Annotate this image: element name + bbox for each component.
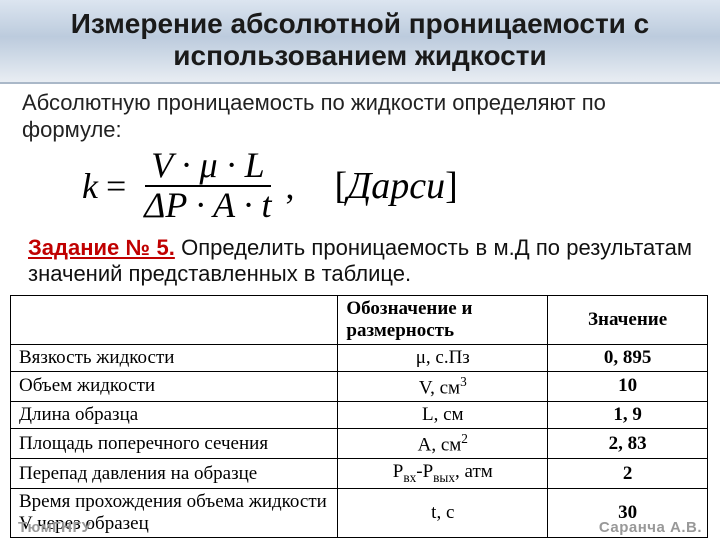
cell-value: 0, 895 xyxy=(548,344,708,371)
task-label: Задание № 5. xyxy=(28,235,175,260)
table-row: Длина образца L, см 1, 9 xyxy=(11,401,708,428)
cell-param: Перепад давления на образце xyxy=(11,459,338,489)
table-row: Объем жидкости V, см3 10 xyxy=(11,371,708,401)
cell-value: 2, 83 xyxy=(548,428,708,458)
intro-text: Абсолютную проницаемость по жидкости опр… xyxy=(0,84,720,145)
cell-value: 2 xyxy=(548,459,708,489)
header-param xyxy=(11,295,338,344)
cell-value: 10 xyxy=(548,371,708,401)
table-row: Площадь поперечного сечения A, см2 2, 83 xyxy=(11,428,708,458)
unit-bracket: [Дарси] xyxy=(334,164,457,208)
denominator: ΔP · A · t xyxy=(138,187,277,225)
fraction: V · μ · L ΔP · A · t xyxy=(138,147,277,225)
cell-param: Вязкость жидкости xyxy=(11,344,338,371)
header-value: Значение xyxy=(548,295,708,344)
slide: Измерение абсолютной проницаемости с исп… xyxy=(0,0,720,540)
numerator: V · μ · L xyxy=(145,147,270,187)
formula-lhs: k xyxy=(82,165,98,207)
cell-param: Длина образца xyxy=(11,401,338,428)
task-block: Задание № 5. Определить проницаемость в … xyxy=(0,231,720,293)
cell-value: 1, 9 xyxy=(548,401,708,428)
title-band: Измерение абсолютной проницаемости с исп… xyxy=(0,0,720,84)
footer-left: ТюмГНГУ xyxy=(18,519,91,536)
header-symbol: Обозначение и размерность xyxy=(338,295,548,344)
table-row: Перепад давления на образце Pвх-Pвых, ат… xyxy=(11,459,708,489)
cell-symbol: L, см xyxy=(338,401,548,428)
footer: ТюмГНГУ Саранча А.В. xyxy=(0,519,720,536)
comma: , xyxy=(285,165,294,207)
footer-right: Саранча А.В. xyxy=(599,519,702,536)
unit-label: Дарси xyxy=(347,164,445,208)
table-row: Вязкость жидкости μ, с.Пз 0, 895 xyxy=(11,344,708,371)
cell-param: Объем жидкости xyxy=(11,371,338,401)
equals-sign: = xyxy=(106,165,126,207)
table-header-row: Обозначение и размерность Значение xyxy=(11,295,708,344)
cell-symbol: Pвх-Pвых, атм xyxy=(338,459,548,489)
data-table: Обозначение и размерность Значение Вязко… xyxy=(10,295,708,538)
cell-symbol: μ, с.Пз xyxy=(338,344,548,371)
formula-row: k = V · μ · L ΔP · A · t , [Дарси] xyxy=(0,145,720,231)
cell-symbol: A, см2 xyxy=(338,428,548,458)
formula: k = V · μ · L ΔP · A · t , [Дарси] xyxy=(82,147,458,225)
cell-param: Площадь поперечного сечения xyxy=(11,428,338,458)
slide-title: Измерение абсолютной проницаемости с исп… xyxy=(20,8,700,72)
cell-symbol: V, см3 xyxy=(338,371,548,401)
